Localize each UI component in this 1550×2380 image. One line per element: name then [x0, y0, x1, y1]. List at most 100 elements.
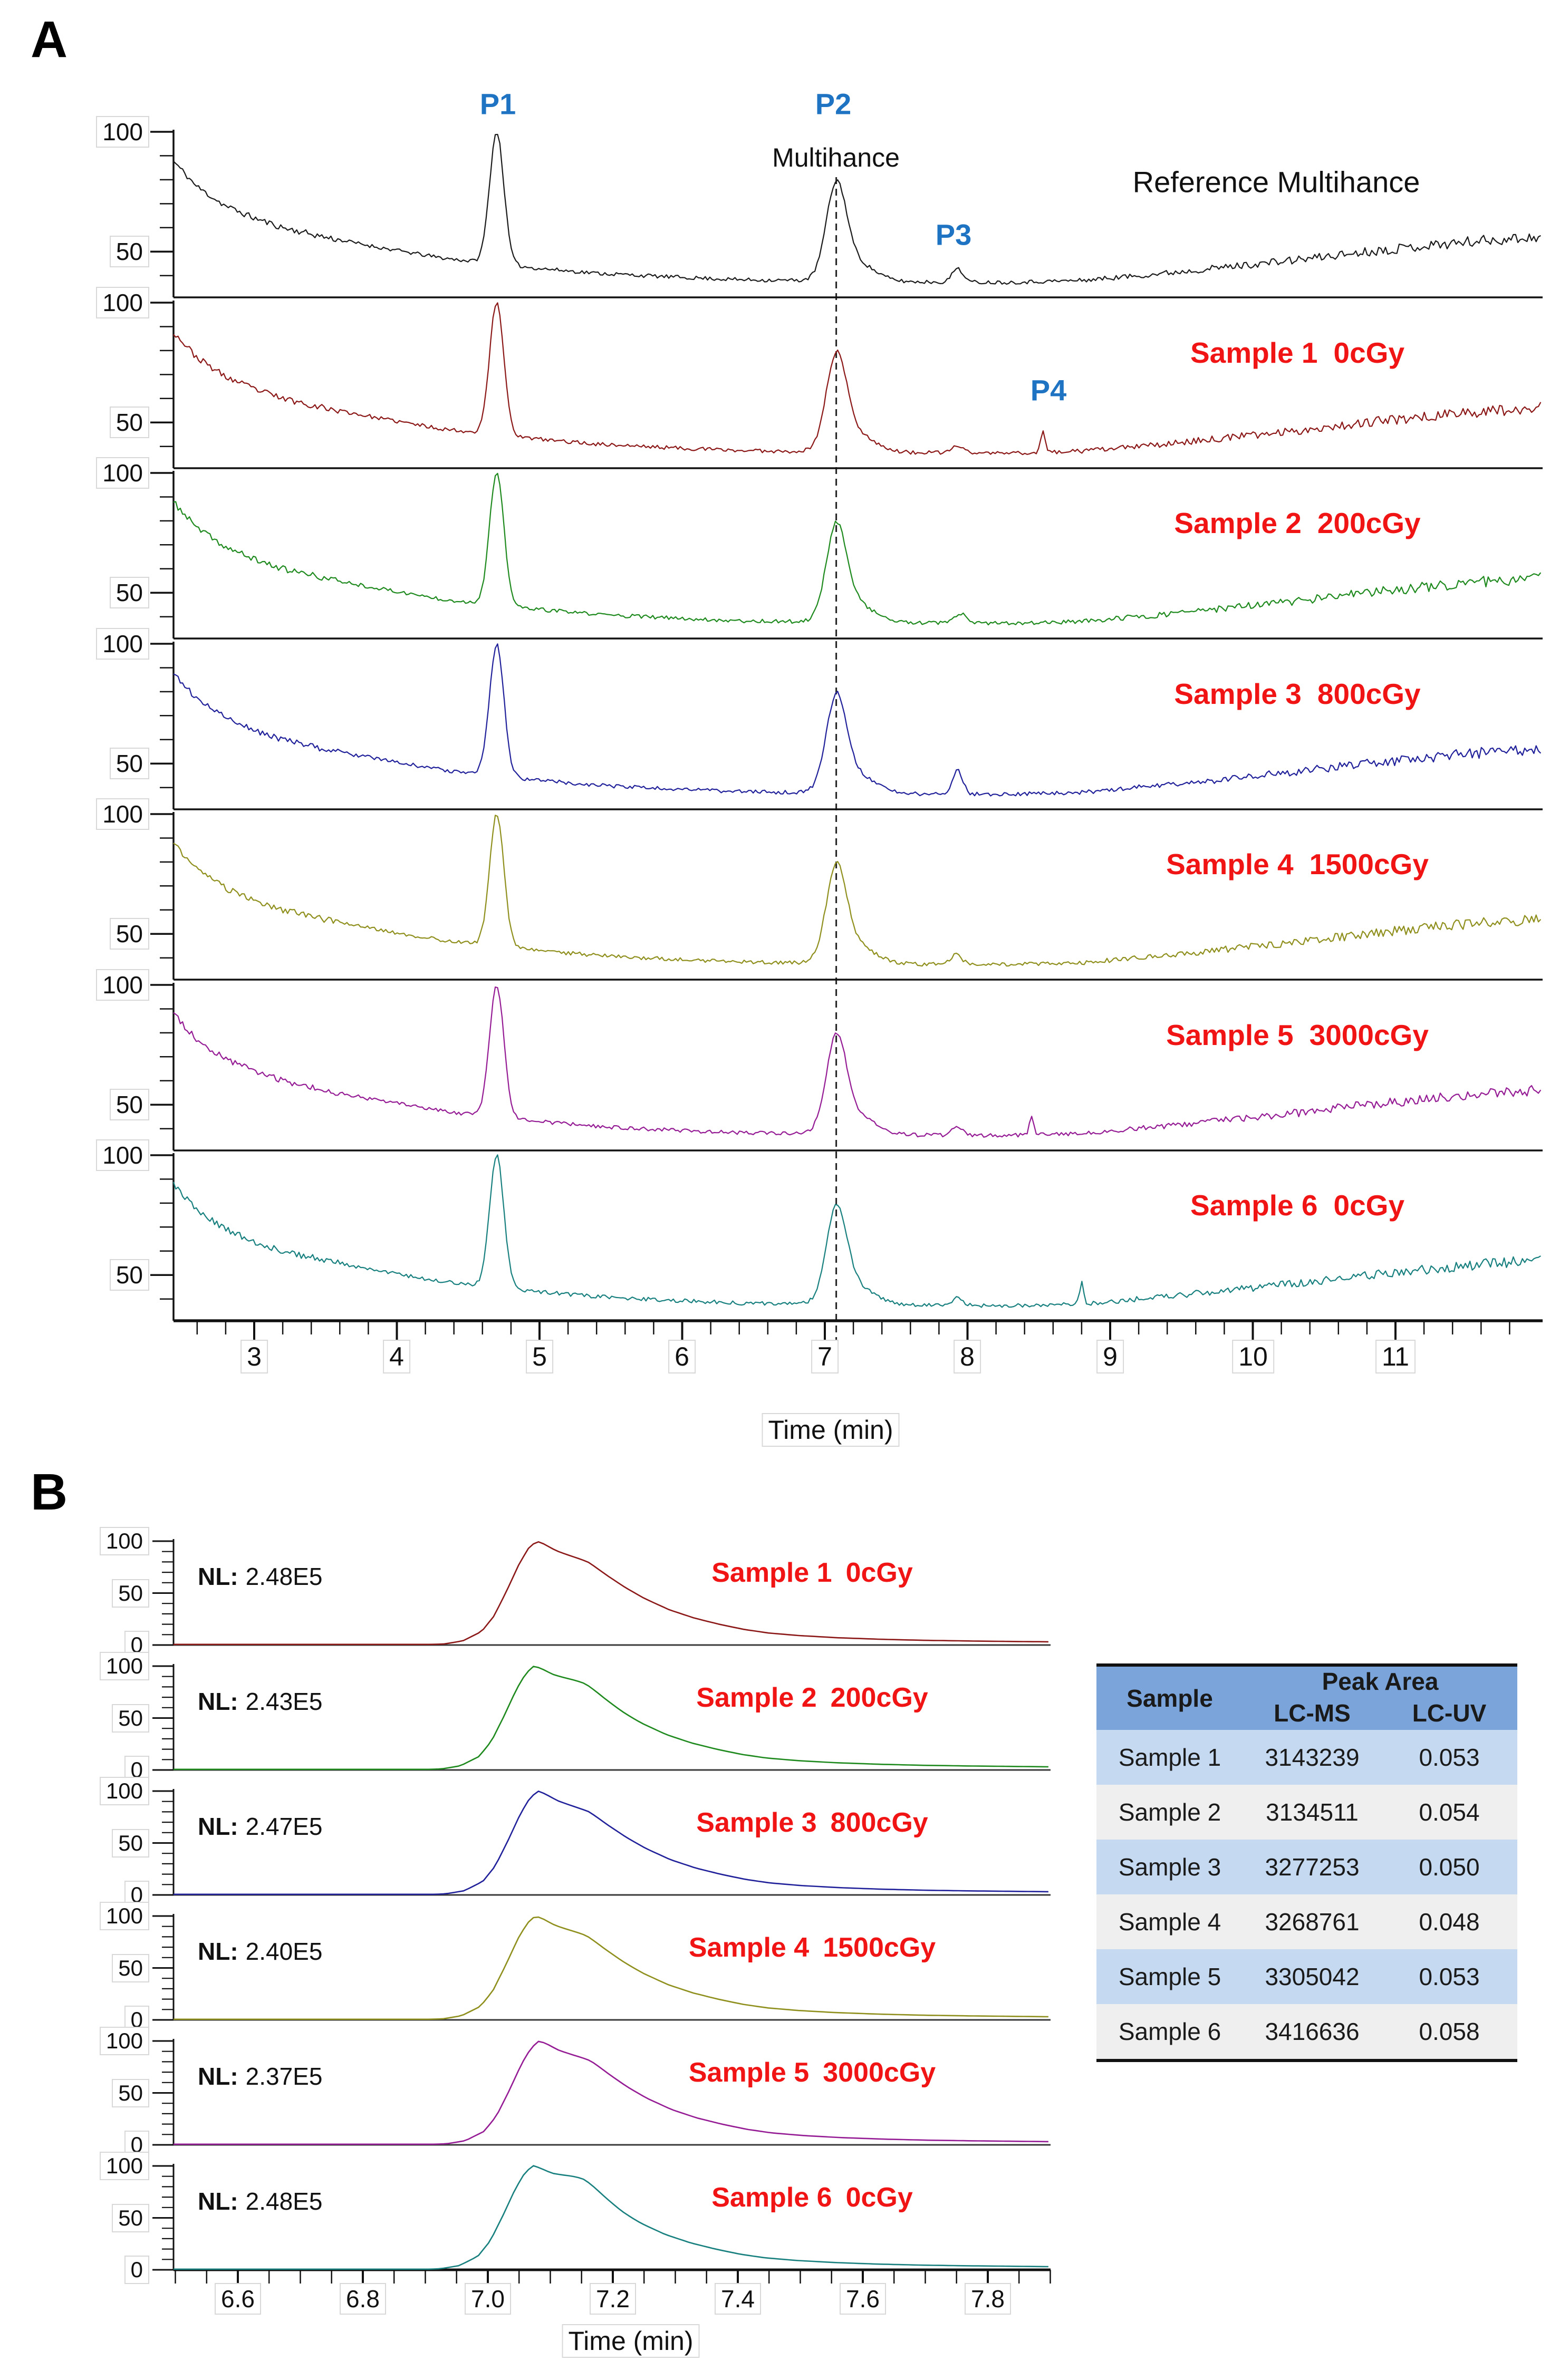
- trace-sample-1-0cgy: [173, 302, 1542, 456]
- trace-label-sample-4: Sample 4 1500cGy: [1166, 847, 1429, 881]
- trace-sample-5-3000cgy: [173, 986, 1542, 1138]
- cell-lcuv: 0.048: [1381, 1894, 1518, 1949]
- nl-prefix: NL:: [198, 1813, 238, 1840]
- y-tick-label: 100: [96, 969, 149, 1001]
- sample-dose: 0cGy: [1333, 336, 1405, 369]
- y-tick-label: 50: [109, 577, 149, 608]
- sample-dose: 0cGy: [1333, 1189, 1405, 1222]
- x-tick-label: 10: [1232, 1340, 1274, 1373]
- sample-dose: 1500cGy: [1309, 848, 1429, 881]
- y-tick-label: 50: [109, 236, 149, 267]
- trace-b-sample-2-200cgy: [173, 1666, 1048, 1771]
- cell-lcms: 3305042: [1243, 1949, 1381, 2004]
- x-tick-label: 3: [240, 1340, 268, 1373]
- trace-b-label-sample-5: Sample 5 3000cGy: [689, 2057, 936, 2088]
- sample-name: Sample 4: [688, 1932, 810, 1963]
- y-tick-label: 100: [96, 457, 149, 489]
- nl-prefix: NL:: [198, 1938, 238, 1965]
- sample-name: Sample 1: [711, 1557, 832, 1588]
- x-tick-label: 7.8: [965, 2283, 1011, 2315]
- sample-dose: 3000cGy: [1309, 1019, 1429, 1051]
- sample-dose: 3000cGy: [823, 2057, 936, 2088]
- nl-value: 2.48E5: [245, 1563, 323, 1590]
- y-tick-label: 50: [109, 918, 149, 950]
- reference-trace-title: Reference Multihance: [1132, 165, 1420, 199]
- trace-b-sample-1-0cgy: [173, 1541, 1048, 1646]
- trace-reference-multihance: [173, 133, 1541, 285]
- trace-label-sample-1: Sample 1 0cGy: [1190, 336, 1404, 370]
- sample-dose: 800cGy: [1317, 678, 1421, 710]
- sample-dose: 1500cGy: [823, 1932, 936, 1963]
- nl-value-sample-4: NL: 2.40E5: [198, 1937, 322, 1966]
- table-header-peak-area: Peak Area: [1243, 1665, 1518, 1696]
- sample-name: Sample 3: [696, 1807, 817, 1838]
- y-tick-label: 50: [112, 1954, 149, 1982]
- cell-lcuv: 0.054: [1381, 1785, 1518, 1840]
- trace-b-sample-4-1500cgy: [173, 1916, 1048, 2020]
- nl-value: 2.37E5: [245, 2063, 323, 2090]
- peak-p4-label: P4: [1030, 373, 1067, 407]
- nl-prefix: NL:: [198, 2063, 238, 2090]
- x-tick-label: 8: [954, 1340, 981, 1373]
- x-tick-label: 6.8: [340, 2283, 386, 2315]
- y-tick-label: 50: [109, 1089, 149, 1120]
- y-tick-label: 100: [99, 2027, 149, 2055]
- y-tick-label: 100: [96, 628, 149, 660]
- trace-b-label-sample-4: Sample 4 1500cGy: [689, 1932, 936, 1963]
- x-axis-title-b: Time (min): [562, 2324, 700, 2358]
- nl-prefix: NL:: [198, 2188, 238, 2215]
- table-row: Sample 5 3305042 0.053: [1096, 1949, 1518, 2004]
- peak-p3-label: P3: [935, 218, 972, 251]
- y-tick-label: 50: [109, 1259, 149, 1291]
- sample-name: Sample 1: [1190, 336, 1318, 369]
- cell-lcms: 3268761: [1243, 1894, 1381, 1949]
- table-row: Sample 2 3134511 0.054: [1096, 1785, 1518, 1840]
- trace-label-sample-6: Sample 6 0cGy: [1190, 1188, 1404, 1222]
- sample-dose: 200cGy: [1317, 507, 1421, 539]
- sample-name: Sample 5: [1166, 1019, 1294, 1051]
- cell-sample: Sample 2: [1096, 1785, 1243, 1840]
- sample-name: Sample 3: [1174, 678, 1302, 710]
- trace-label-sample-3: Sample 3 800cGy: [1174, 677, 1420, 711]
- x-tick-label: 7: [811, 1340, 839, 1373]
- y-tick-label: 50: [112, 2204, 149, 2232]
- cell-lcms: 3143239: [1243, 1730, 1381, 1785]
- nl-value-sample-2: NL: 2.43E5: [198, 1687, 322, 1716]
- peak-area-table: Sample Peak Area LC-MS LC-UV Sample 1 314…: [1096, 1663, 1518, 2062]
- x-tick-label: 7.4: [715, 2283, 761, 2315]
- nl-prefix: NL:: [198, 1563, 238, 1590]
- cell-lcms: 3134511: [1243, 1785, 1381, 1840]
- table-row: Sample 3 3277253 0.050: [1096, 1840, 1518, 1894]
- y-tick-label: 100: [96, 1139, 149, 1171]
- y-tick-label: 50: [112, 1704, 149, 1733]
- cell-sample: Sample 6: [1096, 2004, 1243, 2060]
- trace-sample-6-0cgy: [172, 1154, 1541, 1308]
- nl-value-sample-1: NL: 2.48E5: [198, 1562, 322, 1591]
- nl-value: 2.47E5: [245, 1813, 323, 1840]
- cell-sample: Sample 4: [1096, 1894, 1243, 1949]
- table-row: Sample 1 3143239 0.053: [1096, 1730, 1518, 1785]
- nl-value: 2.43E5: [245, 1688, 323, 1715]
- trace-sample-2-200cgy: [173, 472, 1542, 626]
- y-tick-label: 50: [112, 1829, 149, 1857]
- cell-sample: Sample 3: [1096, 1840, 1243, 1894]
- cell-lcms: 3416636: [1243, 2004, 1381, 2060]
- x-tick-label: 5: [526, 1340, 553, 1373]
- sample-name: Sample 2: [1174, 507, 1302, 539]
- sample-dose: 0cGy: [845, 2182, 913, 2213]
- table-header-lcuv: LC-UV: [1381, 1696, 1518, 1730]
- nl-value: 2.48E5: [245, 2188, 323, 2215]
- y-tick-label: 100: [99, 1652, 149, 1680]
- sample-dose: 800cGy: [830, 1807, 928, 1838]
- x-tick-label: 6: [668, 1340, 696, 1373]
- cell-lcuv: 0.050: [1381, 1840, 1518, 1894]
- trace-b-sample-5-3000cgy: [173, 2040, 1048, 2145]
- x-tick-label: 7.0: [465, 2283, 511, 2315]
- trace-b-sample-6-0cgy: [173, 2165, 1048, 2270]
- x-tick-label: 6.6: [215, 2283, 261, 2315]
- table-row: Sample 4 3268761 0.048: [1096, 1894, 1518, 1949]
- cell-lcuv: 0.053: [1381, 1730, 1518, 1785]
- y-tick-label: 100: [99, 2152, 149, 2180]
- nl-prefix: NL:: [198, 1688, 238, 1715]
